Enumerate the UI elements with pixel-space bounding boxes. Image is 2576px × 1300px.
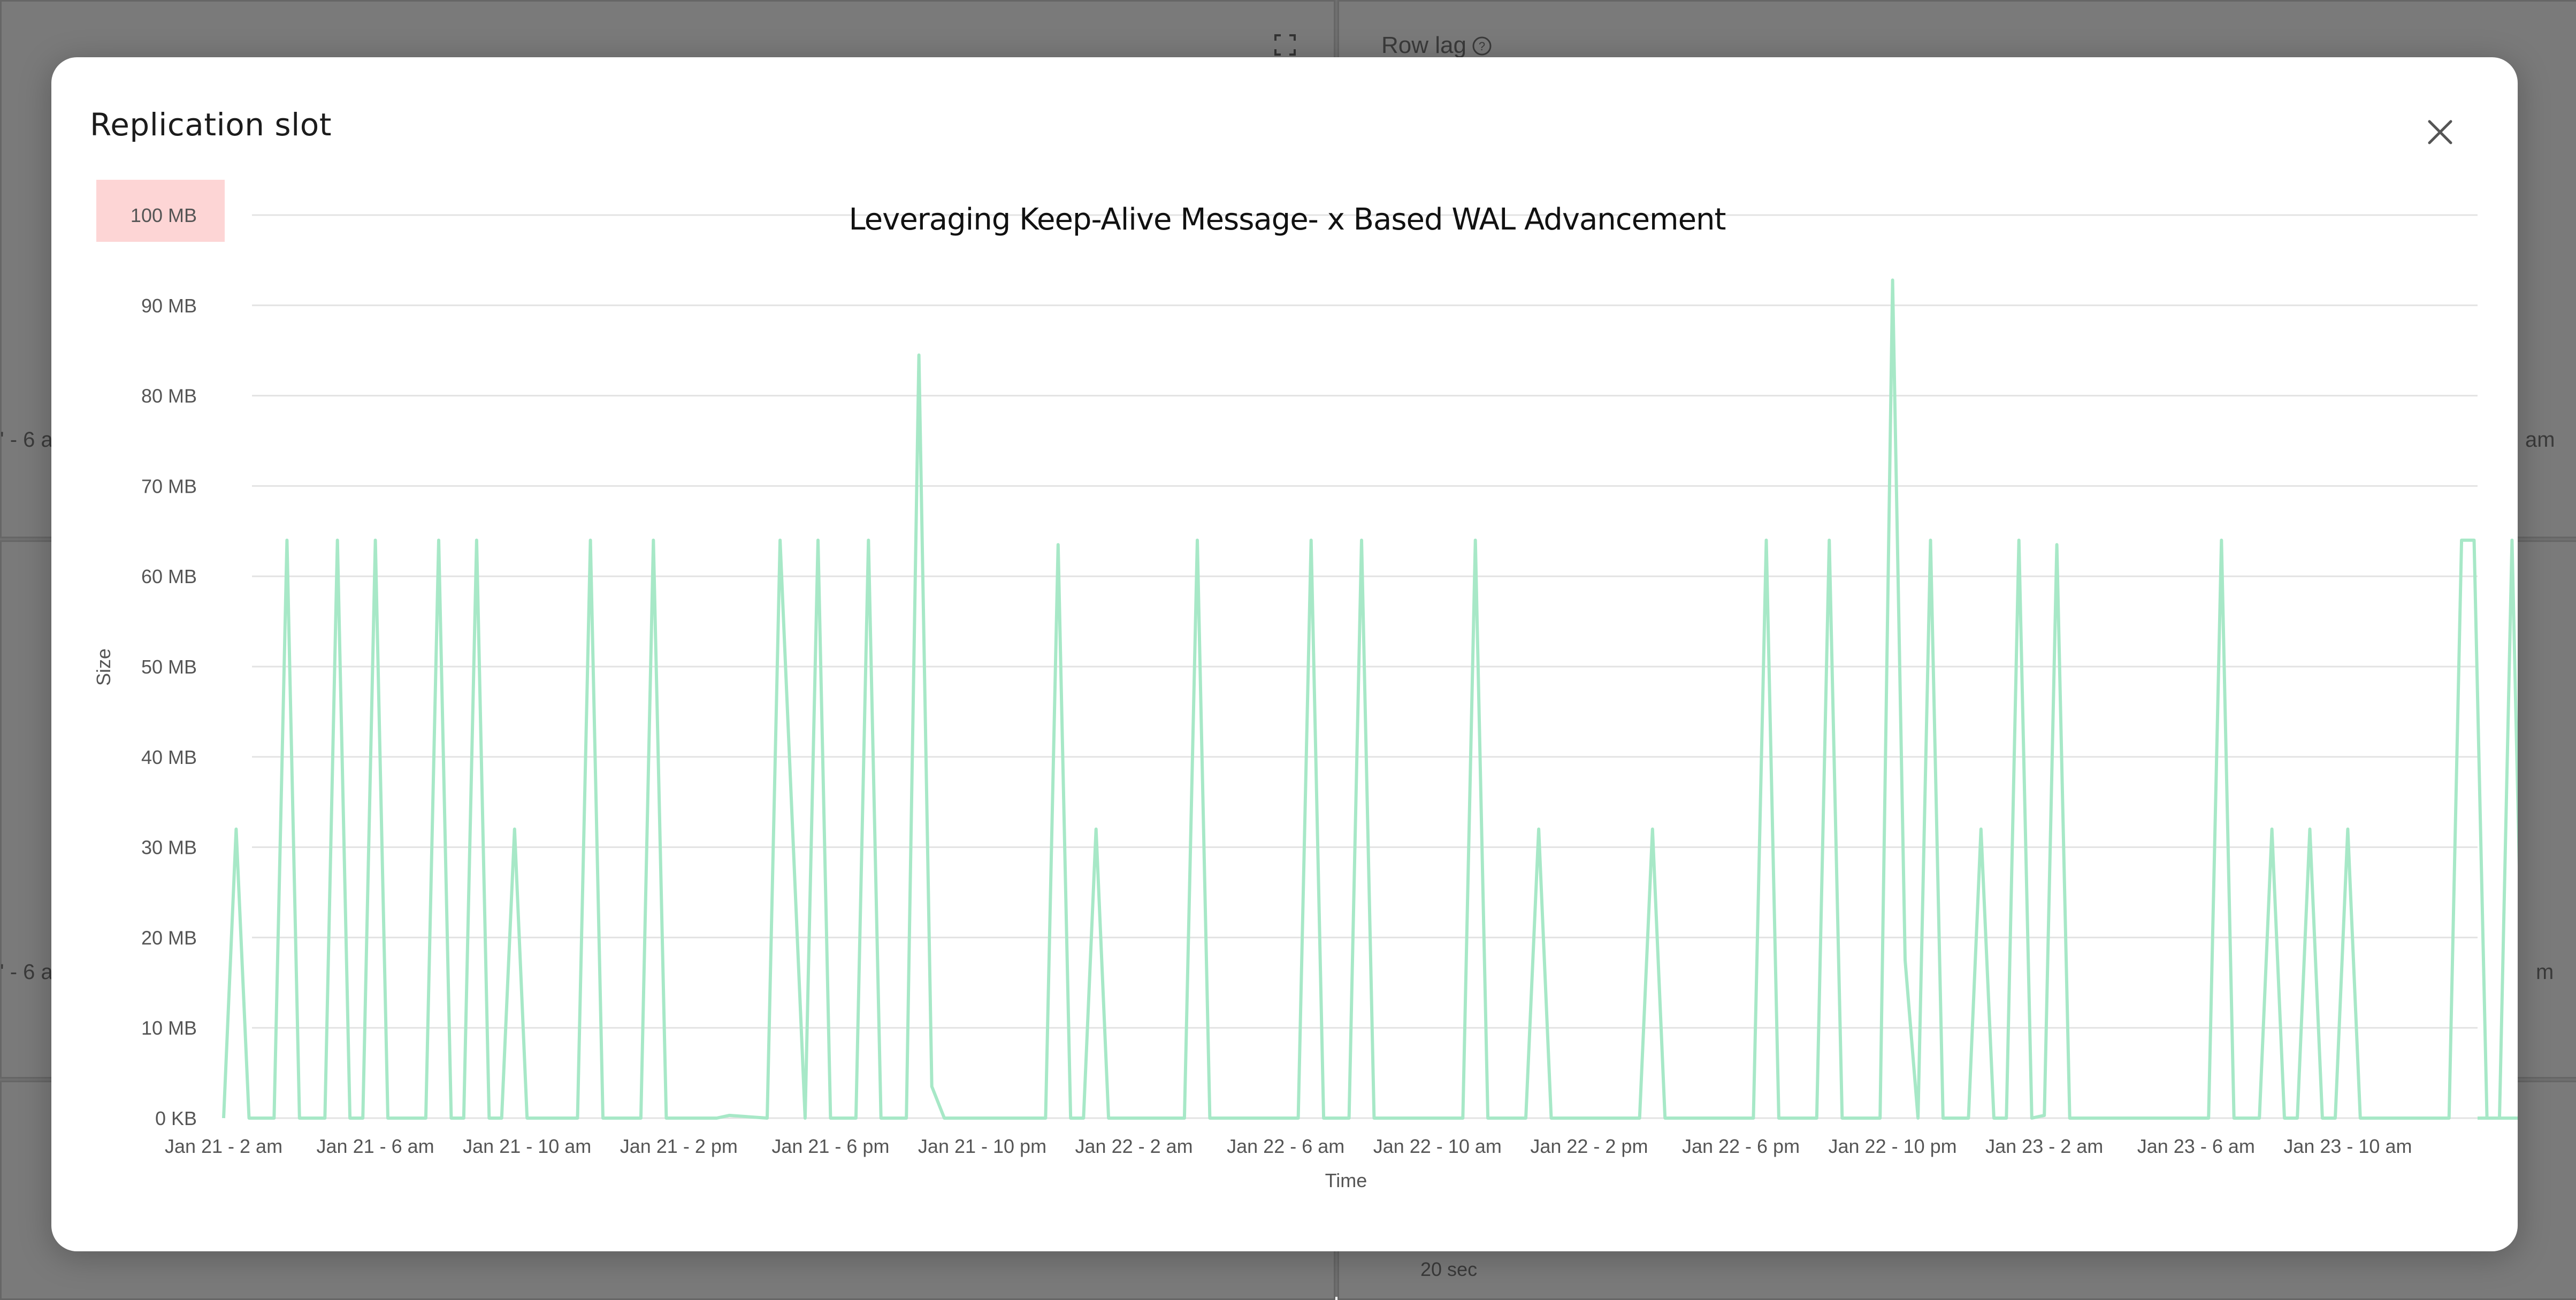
- replication-slot-chart: 0 KB 10 MB 20 MB 30 MB 40 MB 50 MB 60 MB 70 MB 8…: [93, 180, 2518, 1191]
- fullscreen-icon[interactable]: [1273, 33, 1297, 57]
- x-tick-label: Jan 21 - 10 am: [463, 1135, 591, 1157]
- x-tick-label: Jan 22 - 6 pm: [1682, 1135, 1800, 1157]
- x-tick-label: Jan 22 - 10 pm: [1829, 1135, 1957, 1157]
- background-axis-fragment: m: [2536, 960, 2554, 984]
- y-tick-label: 100 MB: [131, 204, 197, 226]
- close-button[interactable]: [2416, 108, 2464, 156]
- x-tick-label: Jan 22 - 2 pm: [1530, 1135, 1648, 1157]
- x-tick-label: Jan 23 - 6 am: [2137, 1135, 2255, 1157]
- y-tick-label: 20 MB: [141, 927, 197, 949]
- x-tick-label: Jan 22 - 10 am: [1373, 1135, 1502, 1157]
- y-tick-label: 50 MB: [141, 656, 197, 678]
- background-row-lag-label: Row lag: [1381, 32, 1466, 58]
- chart-y-axis: 0 KB 10 MB 20 MB 30 MB 40 MB 50 MB 60 MB 70 MB 8…: [131, 204, 197, 1129]
- x-tick-label: Jan 21 - 6 pm: [771, 1135, 889, 1157]
- y-tick-label: 30 MB: [141, 837, 197, 859]
- x-tick-label: Jan 21 - 6 am: [317, 1135, 434, 1157]
- y-tick-label: 90 MB: [141, 295, 197, 317]
- close-icon[interactable]: [2425, 117, 2455, 147]
- background-tick-label: 20 sec: [1420, 1258, 1478, 1280]
- x-tick-label: Jan 22 - 6 am: [1227, 1135, 1344, 1157]
- chart-y-label: Size: [93, 648, 114, 686]
- y-tick-label: 10 MB: [141, 1017, 197, 1039]
- replication-slot-modal: Replication slot 0 KB 10 MB 20 MB 30 MB 40 M…: [51, 57, 2518, 1251]
- x-tick-label: Jan 22 - 2 am: [1075, 1135, 1193, 1157]
- y-tick-label: 40 MB: [141, 746, 197, 768]
- svg-text:?: ?: [1479, 40, 1485, 53]
- y-tick-highlight: [96, 180, 225, 242]
- chart-x-axis: Jan 21 - 2 am Jan 21 - 6 am Jan 21 - 10 am…: [165, 1135, 2412, 1157]
- y-tick-label: 0 KB: [155, 1107, 197, 1129]
- chart-series-line: [222, 278, 2518, 1120]
- x-tick-label: Jan 21 - 10 pm: [918, 1135, 1046, 1157]
- modal-title: Replication slot: [90, 106, 332, 143]
- background-axis-fragment: am: [2525, 428, 2555, 452]
- chart-title: Leveraging Keep-Alive Message- x Based W…: [849, 202, 1726, 237]
- x-tick-label: Jan 23 - 10 am: [2283, 1135, 2412, 1157]
- y-tick-label: 70 MB: [141, 475, 197, 497]
- x-tick-label: Jan 21 - 2 pm: [620, 1135, 738, 1157]
- y-tick-label: 80 MB: [141, 385, 197, 407]
- question-circle-icon: ?: [1472, 36, 1492, 56]
- x-tick-label: Jan 23 - 2 am: [1985, 1135, 2103, 1157]
- y-tick-label: 60 MB: [141, 565, 197, 587]
- x-tick-label: Jan 21 - 2 am: [165, 1135, 282, 1157]
- chart-x-label: Time: [1325, 1169, 1367, 1191]
